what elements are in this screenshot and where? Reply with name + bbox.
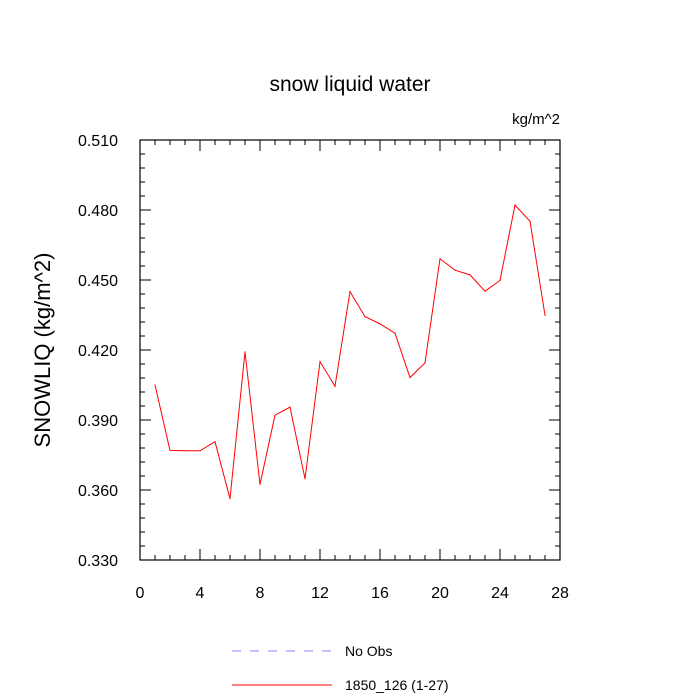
x-tick-label: 12 <box>311 585 329 602</box>
data-point <box>259 483 261 485</box>
x-tick-label: 4 <box>196 585 205 602</box>
x-tick-label: 20 <box>431 585 449 602</box>
x-tick-label: 8 <box>256 585 265 602</box>
series-layer <box>154 204 546 500</box>
data-point <box>289 406 291 408</box>
data-point <box>544 314 546 316</box>
data-point <box>349 291 351 293</box>
data-point <box>304 478 306 480</box>
y-tick-label: 0.420 <box>78 343 118 360</box>
y-tick-label: 0.510 <box>78 133 118 150</box>
data-point <box>364 316 366 318</box>
data-point <box>454 269 456 271</box>
y-tick-label: 0.360 <box>78 483 118 500</box>
chart-title: snow liquid water <box>269 73 430 96</box>
y-tick-label: 0.330 <box>78 553 118 570</box>
plot-frame <box>139 139 561 561</box>
y-axis-label: SNOWLIQ (kg/m^2) <box>30 253 55 448</box>
data-point <box>169 449 171 451</box>
y-tick-label: 0.390 <box>78 413 118 430</box>
series-line <box>154 204 546 499</box>
data-point <box>334 385 336 387</box>
x-tick-label: 0 <box>136 585 145 602</box>
legend-label: No Obs <box>345 643 392 659</box>
data-point <box>529 220 531 222</box>
data-point <box>484 290 486 292</box>
y-tick-label: 0.480 <box>78 203 118 220</box>
data-point <box>274 414 276 416</box>
data-point <box>439 258 441 260</box>
y-tick-labels: 0.330 0.360 0.390 0.420 0.450 0.480 0.510 <box>78 133 118 570</box>
x-tick-label: 16 <box>371 585 389 602</box>
data-point <box>379 323 381 325</box>
data-point <box>319 361 321 363</box>
x-tick-label: 24 <box>491 585 509 602</box>
data-point <box>199 450 201 452</box>
legend-label: 1850_126 (1-27) <box>345 677 449 693</box>
data-point <box>214 441 216 443</box>
data-point <box>424 362 426 364</box>
units-label: kg/m^2 <box>512 111 560 128</box>
x-tick-label: 28 <box>551 585 569 602</box>
data-point <box>154 384 156 386</box>
data-point <box>514 204 516 206</box>
axis-ticks <box>139 139 561 561</box>
data-point <box>229 498 231 500</box>
data-point <box>184 450 186 452</box>
legend: No Obs 1850_126 (1-27) <box>232 643 449 693</box>
data-point <box>409 376 411 379</box>
y-tick-label: 0.450 <box>78 273 118 290</box>
data-point <box>244 351 246 353</box>
x-tick-labels: 0 4 8 12 16 20 24 28 <box>136 585 569 602</box>
data-point <box>469 274 471 276</box>
data-point <box>499 279 501 282</box>
data-point <box>394 332 396 334</box>
